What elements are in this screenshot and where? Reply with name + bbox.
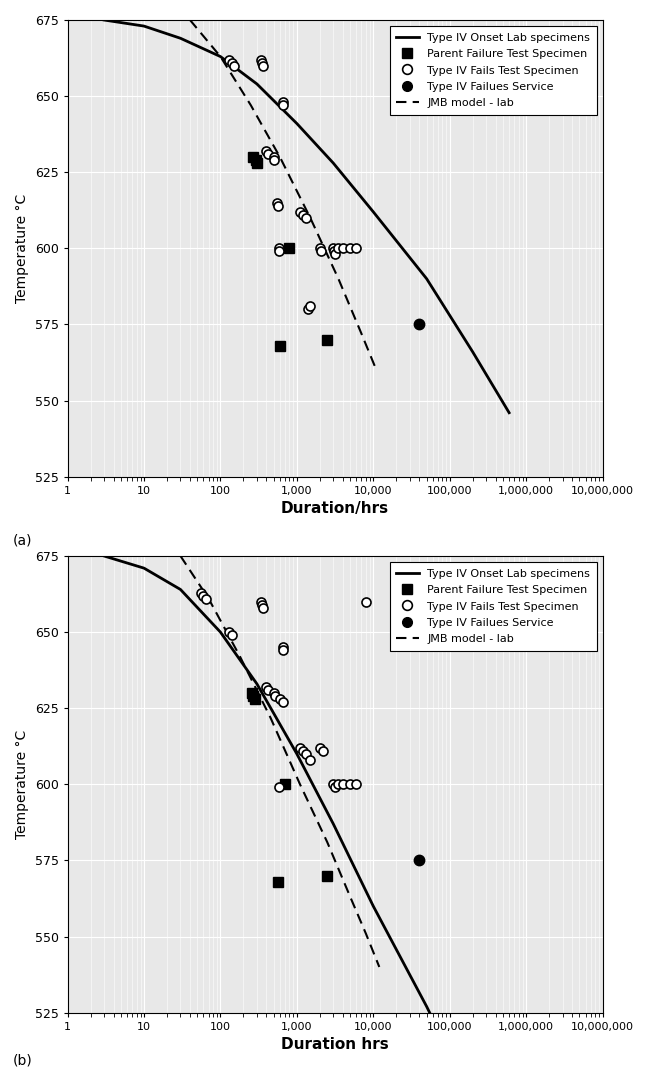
Legend: Type IV Onset Lab specimens, Parent Failure Test Specimen, Type IV Fails Test Sp: Type IV Onset Lab specimens, Parent Fail… — [389, 562, 597, 651]
Legend: Type IV Onset Lab specimens, Parent Failure Test Specimen, Type IV Fails Test Sp: Type IV Onset Lab specimens, Parent Fail… — [389, 26, 597, 115]
Text: (b): (b) — [13, 1053, 32, 1067]
Text: (a): (a) — [13, 534, 32, 548]
Y-axis label: Temperature °C: Temperature °C — [15, 730, 29, 839]
Y-axis label: Temperature °C: Temperature °C — [15, 194, 29, 303]
X-axis label: Duration hrs: Duration hrs — [281, 1037, 389, 1052]
X-axis label: Duration/hrs: Duration/hrs — [281, 501, 389, 516]
